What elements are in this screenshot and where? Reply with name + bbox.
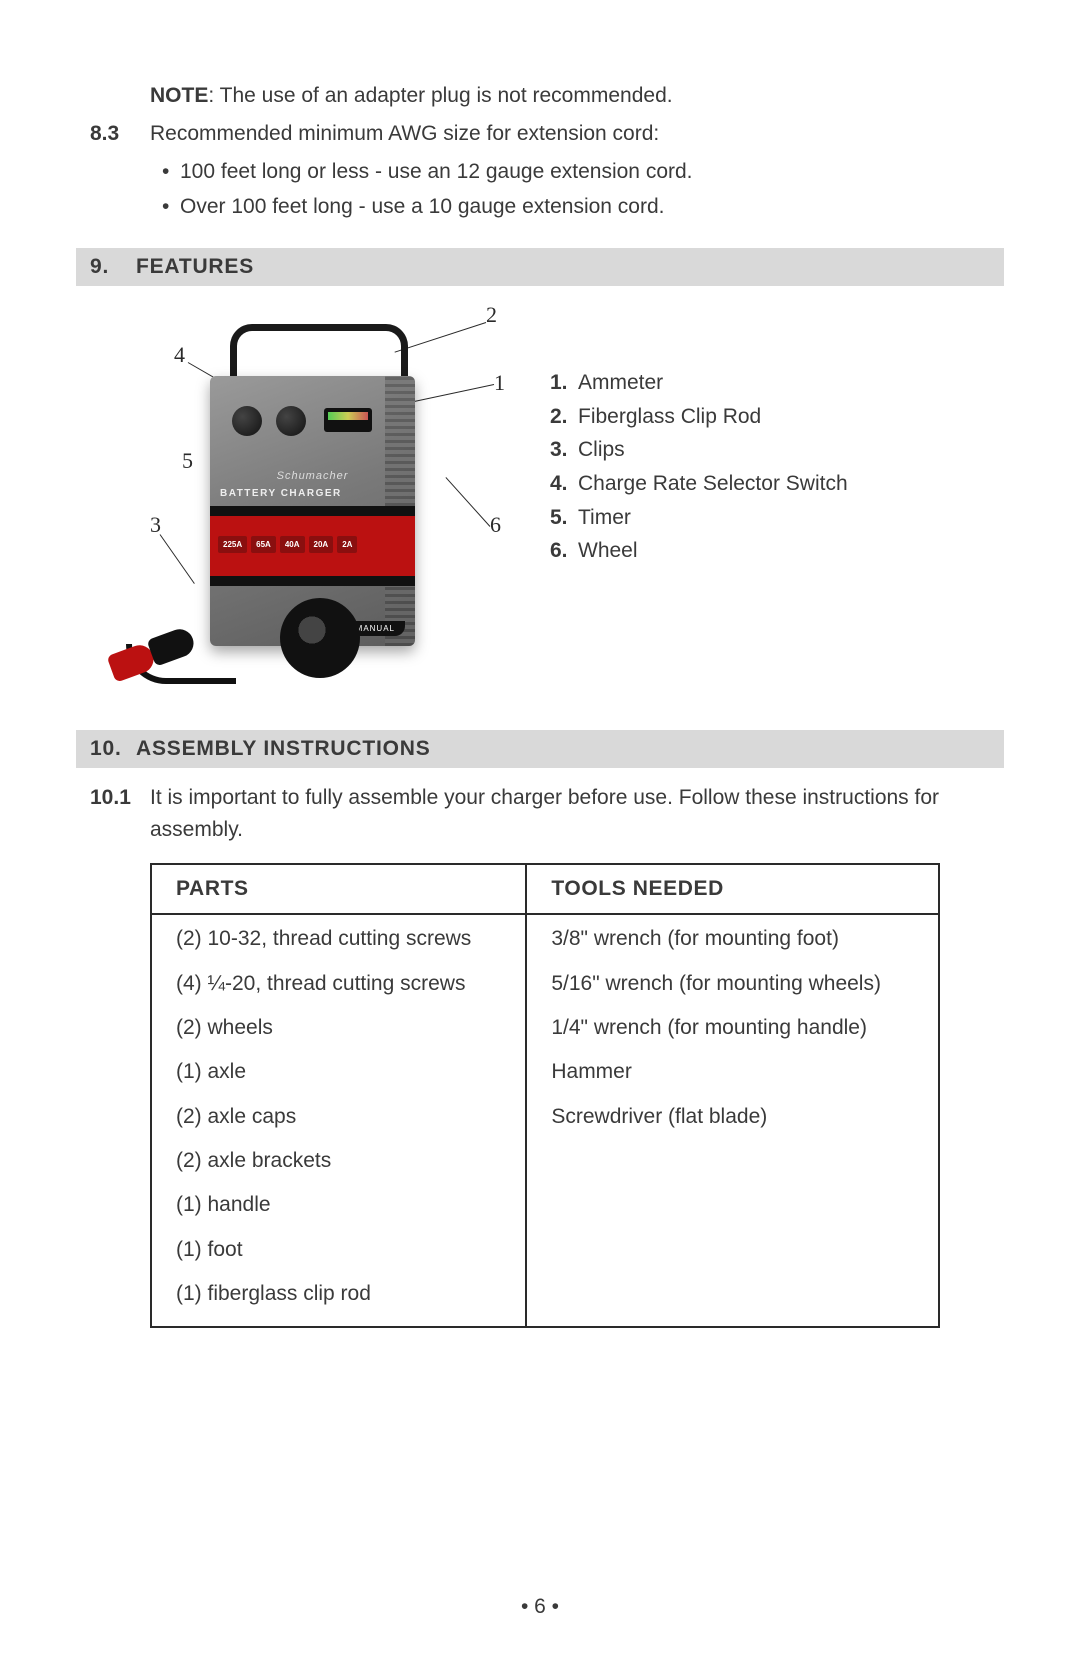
page-number: • 6 •	[0, 1595, 1080, 1619]
manual-page: NOTE: The use of an adapter plug is not …	[0, 0, 1080, 1669]
wheel-icon	[280, 598, 360, 678]
parts-cell: (2) 10-32, thread cutting screws (4) ¼-2…	[151, 914, 526, 1327]
callout-6: 6	[490, 512, 501, 538]
badge: 225A	[218, 536, 247, 553]
feature-num: 2.	[550, 400, 578, 434]
part-item: (1) handle	[176, 1191, 501, 1219]
part-item: (2) 10-32, thread cutting screws	[176, 925, 501, 953]
feature-label: Clips	[578, 433, 625, 467]
badge: 2A	[337, 536, 357, 553]
item-8-3-text: Recommended minimum AWG size for extensi…	[150, 118, 990, 150]
callout-4-num: 4	[174, 342, 185, 367]
amp-badges: 225A 65A 40A 20A 2A	[218, 536, 357, 553]
item-8-3-num: 8.3	[90, 118, 150, 150]
feature-label: Charge Rate Selector Switch	[578, 467, 848, 501]
table-header-row: PARTS TOOLS NEEDED	[151, 864, 939, 914]
note-body: NOTE: The use of an adapter plug is not …	[150, 80, 990, 112]
bullet-2-text: Over 100 feet long - use a 10 gauge exte…	[180, 190, 665, 225]
tool-item: 1/4" wrench (for mounting handle)	[551, 1014, 914, 1042]
features-wrap: 2 4 1 5 3 6	[90, 300, 990, 720]
callout-5-num: 5	[182, 448, 193, 473]
callout-1-num: 1	[494, 370, 505, 395]
item-8-3: 8.3 Recommended minimum AWG size for ext…	[90, 118, 990, 150]
section-10-num: 10.	[90, 737, 136, 761]
feature-num: 3.	[550, 433, 578, 467]
charger-handle	[230, 324, 408, 380]
bullet-1: • 100 feet long or less - use an 12 gaug…	[162, 155, 990, 190]
badge: 40A	[280, 536, 305, 553]
parts-tools-table: PARTS TOOLS NEEDED (2) 10-32, thread cut…	[150, 863, 940, 1328]
knob-left	[232, 406, 262, 436]
callout-6-num: 6	[490, 512, 501, 537]
knob-right	[276, 406, 306, 436]
badge: 20A	[309, 536, 334, 553]
part-item: (2) axle brackets	[176, 1147, 501, 1175]
tool-item: Hammer	[551, 1058, 914, 1086]
part-item: (1) axle	[176, 1058, 501, 1086]
bullet-2: • Over 100 feet long - use a 10 gauge ex…	[162, 190, 990, 225]
feature-item: 4.Charge Rate Selector Switch	[550, 467, 990, 501]
col-parts: PARTS	[151, 864, 526, 914]
callout-1: 1	[494, 370, 505, 396]
ammeter-gauge	[324, 408, 372, 432]
section-9-header: 9. FEATURES	[76, 248, 1004, 286]
part-item: (2) axle caps	[176, 1103, 501, 1131]
brand-script: Schumacher	[210, 470, 415, 490]
section-10-title: ASSEMBLY INSTRUCTIONS	[136, 737, 431, 761]
clips-illustration	[106, 614, 236, 704]
item-10-1: 10.1 It is important to fully assemble y…	[90, 782, 990, 845]
callout-3: 3	[150, 512, 161, 538]
feature-item: 3.Clips	[550, 433, 990, 467]
feature-item: 1.Ammeter	[550, 366, 990, 400]
note-label: NOTE	[150, 84, 208, 107]
callout-5: 5	[182, 448, 193, 474]
badge: 65A	[251, 536, 276, 553]
feature-num: 1.	[550, 366, 578, 400]
tool-item: 5/16" wrench (for mounting wheels)	[551, 970, 914, 998]
bullet-dot: •	[162, 190, 180, 225]
feature-num: 5.	[550, 501, 578, 535]
feature-label: Ammeter	[578, 366, 663, 400]
part-item: (4) ¼-20, thread cutting screws	[176, 970, 501, 998]
feature-num: 6.	[550, 534, 578, 568]
callout-4: 4	[174, 342, 185, 368]
feature-label: Fiberglass Clip Rod	[578, 400, 761, 434]
item-10-1-num: 10.1	[90, 782, 150, 814]
callout-2: 2	[486, 302, 497, 328]
part-item: (1) fiberglass clip rod	[176, 1280, 501, 1308]
part-item: (1) foot	[176, 1236, 501, 1264]
feature-label: Wheel	[578, 534, 638, 568]
product-diagram: 2 4 1 5 3 6	[90, 300, 510, 720]
feature-num: 4.	[550, 467, 578, 501]
callout-2-num: 2	[486, 302, 497, 327]
feature-list: 1.Ammeter 2.Fiberglass Clip Rod 3.Clips …	[510, 300, 990, 720]
tool-item: Screwdriver (flat blade)	[551, 1103, 914, 1131]
tool-item: 3/8" wrench (for mounting foot)	[551, 925, 914, 953]
part-item: (2) wheels	[176, 1014, 501, 1042]
feature-item: 6.Wheel	[550, 534, 990, 568]
front-stripe: Schumacher BATTERY CHARGER 225A 65A 40A …	[210, 506, 415, 586]
tools-cell: 3/8" wrench (for mounting foot) 5/16" wr…	[526, 914, 939, 1327]
bullet-dot: •	[162, 155, 180, 190]
section-10-header: 10. ASSEMBLY INSTRUCTIONS	[76, 730, 1004, 768]
item-10-1-text: It is important to fully assemble your c…	[150, 782, 990, 845]
note-line: NOTE: The use of an adapter plug is not …	[90, 80, 990, 112]
product-title: BATTERY CHARGER	[220, 488, 342, 499]
section-9-num: 9.	[90, 255, 136, 279]
feature-label: Timer	[578, 501, 631, 535]
charger-illustration: Schumacher BATTERY CHARGER 225A 65A 40A …	[210, 370, 430, 680]
feature-item: 5.Timer	[550, 501, 990, 535]
section-9-title: FEATURES	[136, 255, 254, 279]
feature-item: 2.Fiberglass Clip Rod	[550, 400, 990, 434]
bullet-1-text: 100 feet long or less - use an 12 gauge …	[180, 155, 693, 190]
col-tools: TOOLS NEEDED	[526, 864, 939, 914]
note-text: : The use of an adapter plug is not reco…	[208, 84, 672, 107]
table-row: (2) 10-32, thread cutting screws (4) ¼-2…	[151, 914, 939, 1327]
